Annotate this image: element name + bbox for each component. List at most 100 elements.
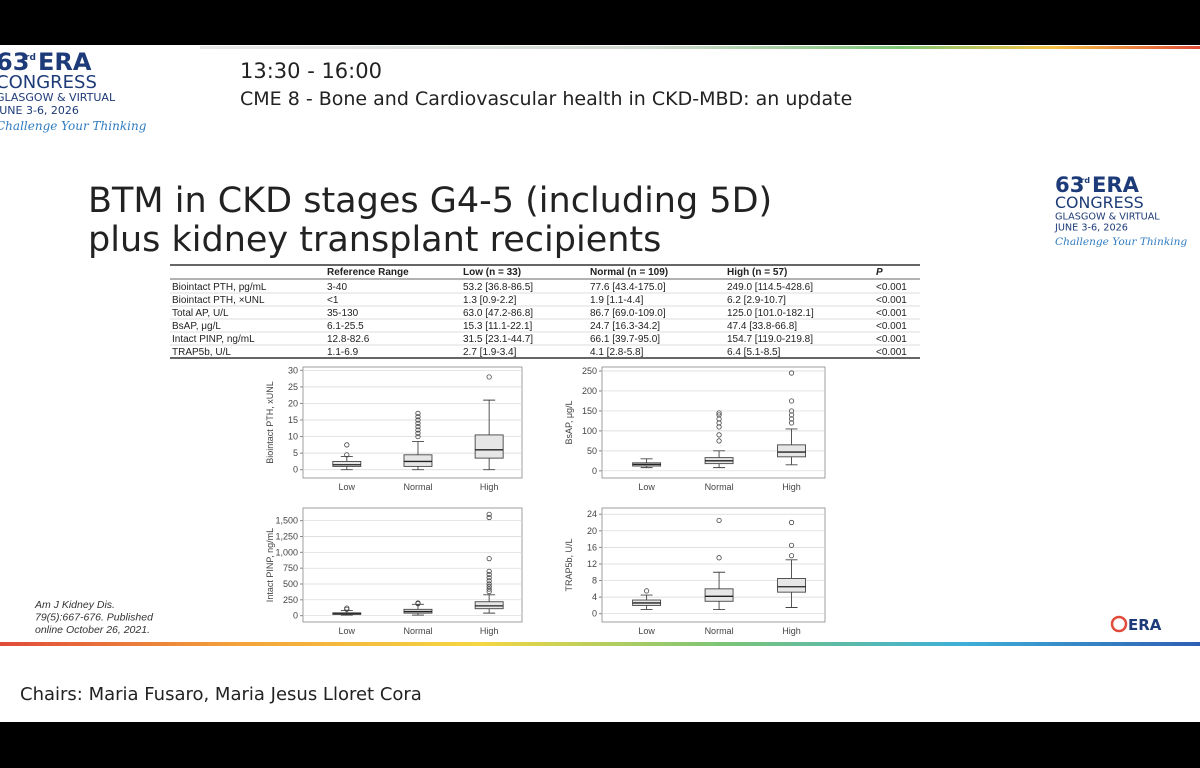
session-time: 13:30 - 16:00 xyxy=(240,59,382,83)
x-tick-label: High xyxy=(782,482,801,492)
y-tick-label: 0 xyxy=(293,465,298,475)
outlier xyxy=(716,420,722,426)
x-tick-label: Low xyxy=(638,482,655,492)
y-tick-label: 150 xyxy=(582,406,597,416)
y-tick-label: 4 xyxy=(592,592,597,602)
outlier xyxy=(415,420,421,426)
x-tick-label: Low xyxy=(638,626,655,636)
box xyxy=(704,588,734,602)
logo-congress: CONGRESS xyxy=(0,72,97,93)
outlier xyxy=(788,519,795,526)
logo-name: ERA xyxy=(38,48,92,76)
whisker-low xyxy=(411,466,424,471)
outlier xyxy=(788,370,795,376)
box xyxy=(332,460,362,467)
table-cell: 6.2 [2.9-10.7] xyxy=(727,295,786,306)
outlier xyxy=(788,420,795,426)
outlier xyxy=(788,553,795,559)
outlier xyxy=(486,556,492,562)
y-tick-label: 16 xyxy=(587,542,597,552)
outlier xyxy=(415,414,421,420)
y-tick-label: 8 xyxy=(592,576,597,586)
whisker-high xyxy=(483,399,496,435)
whisker-low xyxy=(483,458,496,471)
y-tick-label: 1,000 xyxy=(275,547,298,557)
outlier xyxy=(716,410,722,416)
table-header: High (n = 57) xyxy=(727,267,787,278)
table-cell: 47.4 [33.8-66.8] xyxy=(727,321,797,332)
table-cell: 1.1-6.9 xyxy=(327,347,359,358)
outlier xyxy=(788,542,795,548)
y-tick-label: 500 xyxy=(283,579,298,589)
y-axis-label: BsAP, μg/L xyxy=(564,400,574,444)
outlier xyxy=(486,578,492,584)
citation: online October 26, 2021. xyxy=(35,624,150,636)
plot-frame xyxy=(601,507,826,623)
table-cell: BsAP, μg/L xyxy=(172,321,221,332)
plot-frame xyxy=(302,366,523,479)
box xyxy=(474,434,504,459)
outlier xyxy=(415,430,421,436)
logo-congress: CONGRESS xyxy=(1055,193,1144,212)
table-cell: Biointact PTH, pg/mL xyxy=(172,282,267,293)
table-cell: <0.001 xyxy=(876,334,907,345)
table-header: Low (n = 33) xyxy=(463,267,521,278)
top-rule xyxy=(200,46,1200,49)
era-logo-mark xyxy=(1110,615,1128,633)
plot-frame xyxy=(302,507,523,623)
plot-frame xyxy=(601,366,826,479)
y-axis-label: Biointact PTH, xUNL xyxy=(265,381,275,464)
table-cell: <0.001 xyxy=(876,295,907,306)
x-tick-label: Normal xyxy=(705,626,734,636)
outlier xyxy=(788,412,795,418)
outlier xyxy=(486,581,492,587)
x-tick-label: Normal xyxy=(705,482,734,492)
y-tick-label: 1,500 xyxy=(275,516,298,526)
x-tick-label: High xyxy=(782,626,801,636)
citation: 79(5):667-676. Published xyxy=(35,612,154,624)
table-cell: 249.0 [114.5-428.6] xyxy=(727,282,813,293)
y-axis-label: TRAP5b, U/L xyxy=(564,538,574,591)
y-tick-label: 100 xyxy=(582,426,597,436)
whisker-low xyxy=(785,592,798,608)
whisker-low xyxy=(640,605,653,611)
table-header: Normal (n = 109) xyxy=(590,267,668,278)
x-tick-label: Normal xyxy=(403,626,432,636)
table-cell: Intact PINP, ng/mL xyxy=(172,334,255,345)
outlier xyxy=(486,374,492,380)
table-cell: 63.0 [47.2-86.8] xyxy=(463,308,533,319)
table-cell: 6.4 [5.1-8.5] xyxy=(727,347,781,358)
outlier xyxy=(344,442,350,448)
logo-name: ERA xyxy=(1092,172,1140,197)
table-cell: 3-40 xyxy=(327,282,347,293)
chairs: Chairs: Maria Fusaro, Maria Jesus Lloret… xyxy=(20,684,422,705)
y-tick-label: 24 xyxy=(587,509,597,519)
logo-edition: 63 xyxy=(1055,172,1084,197)
table-cell: 24.7 [16.3-34.2] xyxy=(590,321,660,332)
logo-location: GLASGOW & VIRTUAL xyxy=(0,91,116,104)
outlier xyxy=(716,438,722,444)
whisker-low xyxy=(483,608,496,614)
whisker-high xyxy=(411,441,424,455)
x-tick-label: High xyxy=(480,482,499,492)
y-tick-label: 1,250 xyxy=(275,532,298,542)
logo-dates: JUNE 3-6, 2026 xyxy=(0,104,79,117)
outlier xyxy=(716,555,722,561)
table-cell: <0.001 xyxy=(876,308,907,319)
table-cell: Biointact PTH, ×UNL xyxy=(172,295,265,306)
whisker-low xyxy=(713,463,726,469)
y-tick-label: 15 xyxy=(288,415,298,425)
y-axis-label: Intact PINP, ng/mL xyxy=(265,528,275,602)
y-tick-label: 200 xyxy=(582,386,597,396)
x-tick-label: High xyxy=(480,626,499,636)
outlier xyxy=(716,432,722,438)
outlier xyxy=(415,417,421,423)
logo-suffix: rd xyxy=(1081,176,1091,185)
logo-edition: 63 xyxy=(0,48,29,76)
whisker-low xyxy=(785,456,798,466)
table-cell: Total AP, U/L xyxy=(172,308,229,319)
outlier xyxy=(415,427,421,433)
outlier xyxy=(486,588,492,595)
x-tick-label: Low xyxy=(339,626,356,636)
logo-location: GLASGOW & VIRTUAL xyxy=(1055,211,1160,222)
